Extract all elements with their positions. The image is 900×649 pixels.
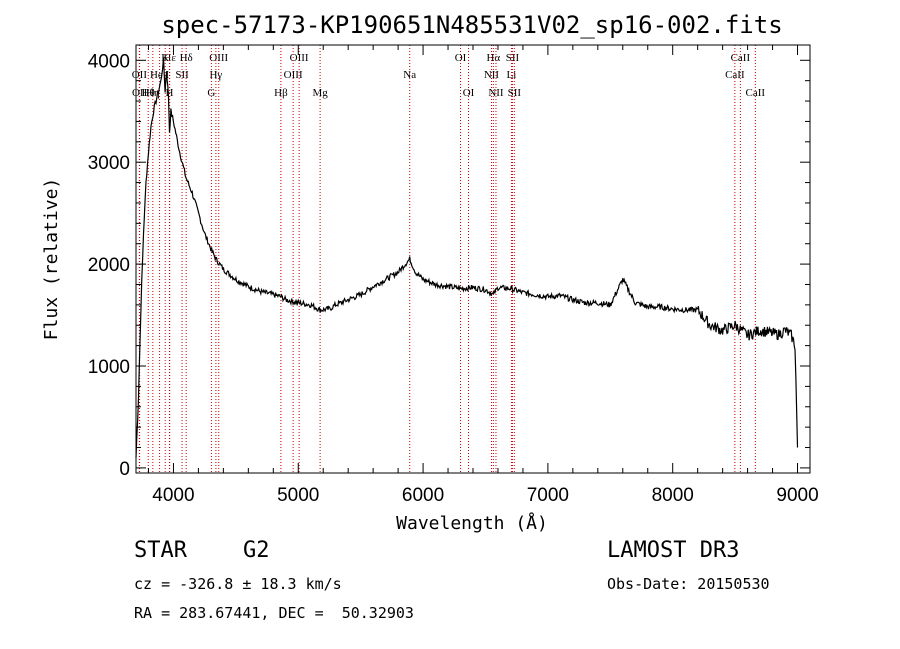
spectral-line-label: CaII [746, 87, 766, 99]
y-tick-label: 0 [119, 459, 130, 480]
spectral-line-label: Hβ [274, 87, 288, 99]
spectral-line-label: G [207, 87, 215, 99]
spectral-line-label: OIII [209, 52, 228, 64]
spectral-line-label: H [165, 87, 173, 99]
x-tick-label: 5000 [277, 485, 319, 506]
spectral-line-label: OI [455, 52, 467, 64]
spectral-line-label: Na [403, 69, 416, 81]
x-tick-label: 8000 [652, 485, 694, 506]
x-axis-label: Wavelength (Å) [396, 512, 548, 534]
spectral-line-label: Mg [312, 87, 328, 99]
spectral-line-label: OIII [284, 69, 303, 81]
spectral-line-label: SII [508, 87, 522, 99]
y-tick-label: 4000 [88, 51, 130, 72]
x-tick-label: 4000 [152, 485, 194, 506]
survey-name: LAMOST DR3 [607, 538, 740, 563]
x-tick-label: 7000 [527, 485, 569, 506]
spectral-line-label: Hγ [209, 69, 222, 81]
spectral-line-label: OIII [290, 52, 309, 64]
spectral-line-label: K [161, 52, 169, 64]
spectrum-line [135, 57, 799, 458]
spectral-line-label: SII [506, 52, 520, 64]
x-tick-label: 9000 [776, 485, 818, 506]
y-tick-label: 3000 [88, 153, 130, 174]
object-subclass: G2 [243, 538, 270, 563]
y-axis-label: Flux (relative) [41, 178, 62, 341]
object-class: STAR [134, 538, 187, 563]
spectral-line-label: Li [507, 69, 517, 81]
plot-frame [135, 44, 811, 474]
spectral-line-label: CaII [725, 69, 745, 81]
spectral-line-label: OI [463, 87, 475, 99]
spectral-line-label: Hα [486, 52, 500, 64]
observation-date: Obs-Date: 20150530 [607, 575, 770, 593]
y-tick-label: 2000 [88, 255, 130, 276]
redshift-velocity: cz = -326.8 ± 18.3 km/s [134, 575, 342, 593]
x-tick-label: 6000 [402, 485, 444, 506]
spectral-line-label: SII [175, 69, 189, 81]
spectral-line-label: Hδ [180, 52, 193, 64]
chart-title: spec-57173-KP190651N485531V02_sp16-002.f… [161, 11, 782, 39]
spectral-line-label: CaII [731, 52, 751, 64]
axes: 4000 5000 6000 7000 8000 9000 0 1000 2000 3000 400… [88, 45, 819, 506]
spectral-line-label: NII [488, 87, 504, 99]
y-tick-label: 1000 [88, 357, 130, 378]
spectral-line-label: NII [484, 69, 500, 81]
coordinates: RA = 283.67441, DEC = 50.32903 [134, 604, 414, 622]
spectrum-series [135, 57, 799, 458]
spectral-line-label: Hθ [142, 87, 155, 99]
